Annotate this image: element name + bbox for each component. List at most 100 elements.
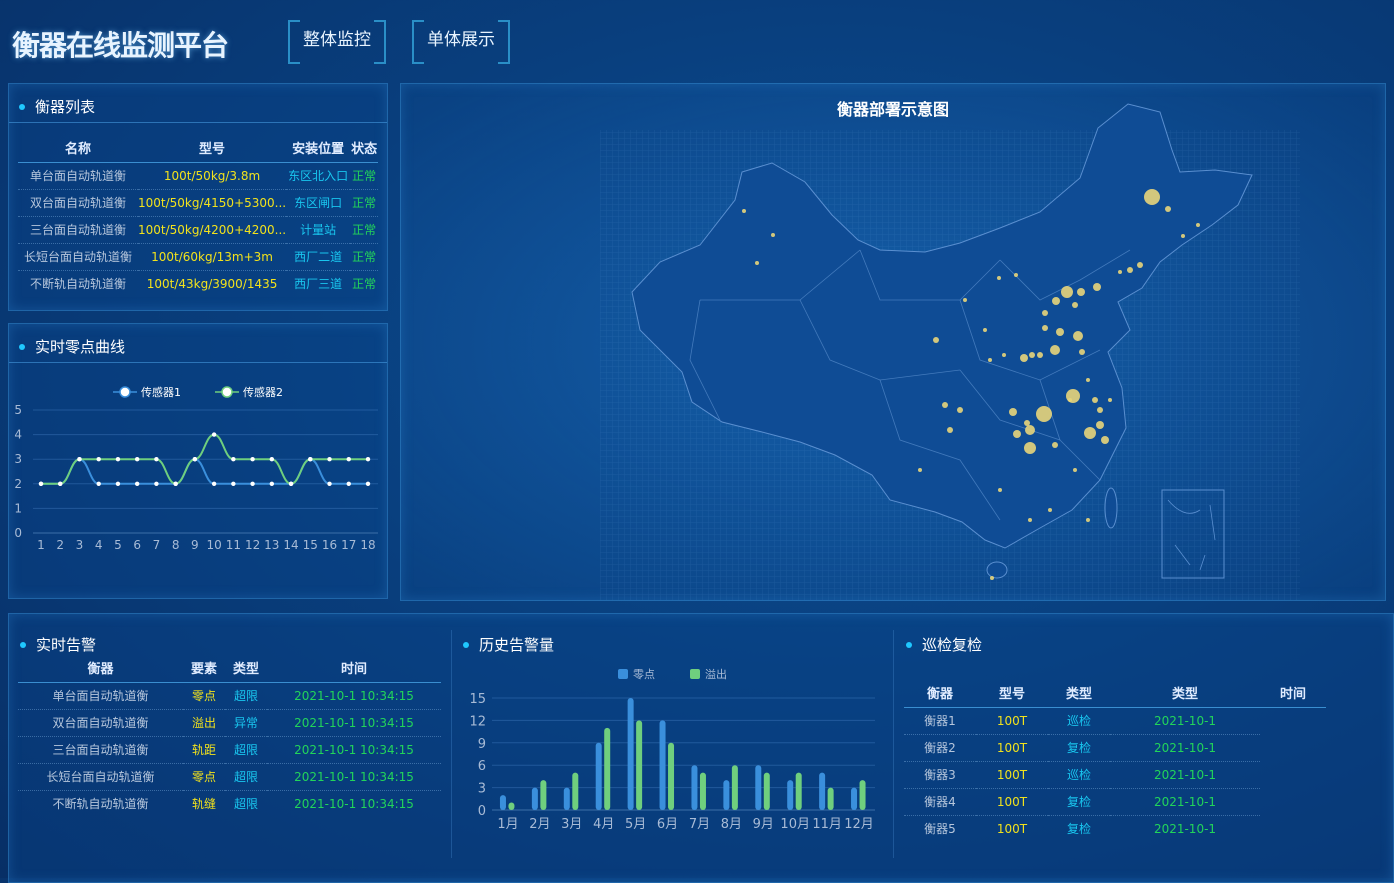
scale-location-marker[interactable] [1061, 286, 1073, 298]
scale-location-marker[interactable] [1086, 378, 1090, 382]
table-row[interactable]: 衡器3 100T 巡检 2021-10-1 [904, 760, 1326, 788]
scale-location-marker[interactable] [1036, 406, 1052, 422]
scale-location-marker[interactable] [1037, 352, 1043, 358]
bar-overflow[interactable] [827, 787, 834, 810]
scale-location-marker[interactable] [998, 488, 1002, 492]
scale-location-marker[interactable] [1042, 325, 1048, 331]
bar-zero[interactable] [595, 742, 602, 810]
scale-location-marker[interactable] [1093, 283, 1101, 291]
scale-location-marker[interactable] [1066, 389, 1080, 403]
table-row[interactable]: 三台面自动轨道衡 100t/50kg/4200+4200... 计量站 正常 [18, 215, 378, 243]
legend-marker[interactable] [221, 386, 233, 398]
legend-marker[interactable] [690, 669, 700, 679]
table-row[interactable]: 长短台面自动轨道衡 100t/60kg/13m+3m 西厂二道 正常 [18, 242, 378, 270]
scale-location-marker[interactable] [1118, 270, 1122, 274]
scale-location-marker[interactable] [1002, 353, 1006, 357]
bar-overflow[interactable] [699, 772, 706, 810]
bar-overflow[interactable] [572, 772, 579, 810]
scale-location-marker[interactable] [1072, 302, 1078, 308]
scale-location-marker[interactable] [1127, 267, 1133, 273]
scale-location-marker[interactable] [957, 407, 963, 413]
table-row[interactable]: 双台面自动轨道衡 溢出 异常 2021-10-1 10:34:15 [18, 708, 441, 736]
bar-overflow[interactable] [795, 772, 802, 810]
scale-location-marker[interactable] [1196, 223, 1200, 227]
scale-location-marker[interactable] [1028, 518, 1032, 522]
table-row[interactable]: 长短台面自动轨道衡 零点 超限 2021-10-1 10:34:15 [18, 762, 441, 790]
scale-location-marker[interactable] [1056, 328, 1064, 336]
scale-location-marker[interactable] [963, 298, 967, 302]
scale-location-marker[interactable] [1165, 206, 1171, 212]
bar-overflow[interactable] [540, 780, 547, 810]
scale-location-marker[interactable] [1181, 234, 1185, 238]
scale-location-marker[interactable] [1068, 398, 1072, 402]
scale-location-marker[interactable] [755, 261, 759, 265]
nav-overall-monitoring[interactable]: 整体监控 [288, 20, 386, 64]
legend-marker[interactable] [618, 669, 628, 679]
table-row[interactable]: 不断轨自动轨道衡 轨缝 超限 2021-10-1 10:34:15 [18, 789, 441, 817]
scale-location-marker[interactable] [997, 276, 1001, 280]
scale-location-marker[interactable] [988, 358, 992, 362]
bar-zero[interactable] [659, 720, 666, 810]
scale-location-marker[interactable] [1101, 436, 1109, 444]
bar-overflow[interactable] [859, 780, 866, 810]
scale-location-marker[interactable] [1084, 427, 1096, 439]
bar-zero[interactable] [563, 787, 570, 810]
bar-zero[interactable] [819, 772, 826, 810]
scale-location-marker[interactable] [983, 328, 987, 332]
table-row[interactable]: 衡器2 100T 复检 2021-10-1 [904, 733, 1326, 761]
legend-label[interactable]: 传感器2 [243, 386, 283, 399]
bar-zero[interactable] [755, 765, 762, 810]
scale-location-marker[interactable] [918, 468, 922, 472]
scale-location-marker[interactable] [1048, 508, 1052, 512]
scale-location-marker[interactable] [942, 402, 948, 408]
scale-location-marker[interactable] [1024, 420, 1030, 426]
table-row[interactable]: 单台面自动轨道衡 100t/50kg/3.8m 东区北入口 正常 [18, 161, 378, 189]
bar-overflow[interactable] [604, 727, 611, 810]
scale-location-marker[interactable] [1073, 331, 1083, 341]
bar-zero[interactable] [531, 787, 538, 810]
scale-location-marker[interactable] [1050, 345, 1060, 355]
table-row[interactable]: 衡器4 100T 复检 2021-10-1 [904, 787, 1326, 815]
bar-overflow[interactable] [508, 802, 515, 810]
legend-label[interactable]: 零点 [633, 668, 655, 681]
scale-location-marker[interactable] [947, 427, 953, 433]
scale-location-marker[interactable] [990, 576, 994, 580]
bar-overflow[interactable] [636, 720, 643, 810]
legend-marker[interactable] [119, 386, 131, 398]
table-row[interactable]: 单台面自动轨道衡 零点 超限 2021-10-1 10:34:15 [18, 681, 441, 709]
scale-location-marker[interactable] [1029, 352, 1035, 358]
bar-zero[interactable] [787, 780, 794, 810]
table-row[interactable]: 衡器1 100T 巡检 2021-10-1 [904, 706, 1326, 734]
bar-overflow[interactable] [731, 765, 738, 810]
china-outline[interactable] [631, 103, 1253, 549]
scale-location-marker[interactable] [1096, 421, 1104, 429]
bar-zero[interactable] [851, 787, 858, 810]
legend-label[interactable]: 溢出 [705, 667, 727, 681]
scale-location-marker[interactable] [1052, 442, 1058, 448]
table-row[interactable]: 三台面自动轨道衡 轨距 超限 2021-10-1 10:34:15 [18, 735, 441, 763]
bar-overflow[interactable] [668, 742, 675, 810]
scale-location-marker[interactable] [1073, 468, 1077, 472]
bar-zero[interactable] [723, 780, 730, 810]
scale-location-marker[interactable] [1013, 430, 1021, 438]
scale-location-marker[interactable] [1025, 425, 1035, 435]
table-row[interactable]: 衡器5 100T 复检 2021-10-1 [904, 814, 1326, 842]
table-row[interactable]: 不断轨自动轨道衡 100t/43kg/3900/1435 西厂三道 正常 [18, 269, 378, 297]
scale-location-marker[interactable] [1024, 442, 1036, 454]
bar-overflow[interactable] [763, 772, 770, 810]
scale-location-marker[interactable] [1042, 310, 1048, 316]
scale-location-marker[interactable] [771, 233, 775, 237]
scale-location-marker[interactable] [1086, 518, 1090, 522]
scale-location-marker[interactable] [933, 337, 939, 343]
bar-zero[interactable] [499, 795, 506, 810]
scale-location-marker[interactable] [1009, 408, 1017, 416]
legend-label[interactable]: 传感器1 [141, 386, 181, 399]
scale-location-marker[interactable] [1092, 397, 1098, 403]
scale-location-marker[interactable] [1014, 273, 1018, 277]
scale-location-marker[interactable] [1079, 349, 1085, 355]
china-map[interactable] [0, 0, 1394, 610]
bar-zero[interactable] [627, 698, 634, 810]
scale-location-marker[interactable] [1020, 354, 1028, 362]
scale-location-marker[interactable] [1052, 297, 1060, 305]
table-row[interactable]: 双台面自动轨道衡 100t/50kg/4150+5300... 东区闸口 正常 [18, 188, 378, 216]
